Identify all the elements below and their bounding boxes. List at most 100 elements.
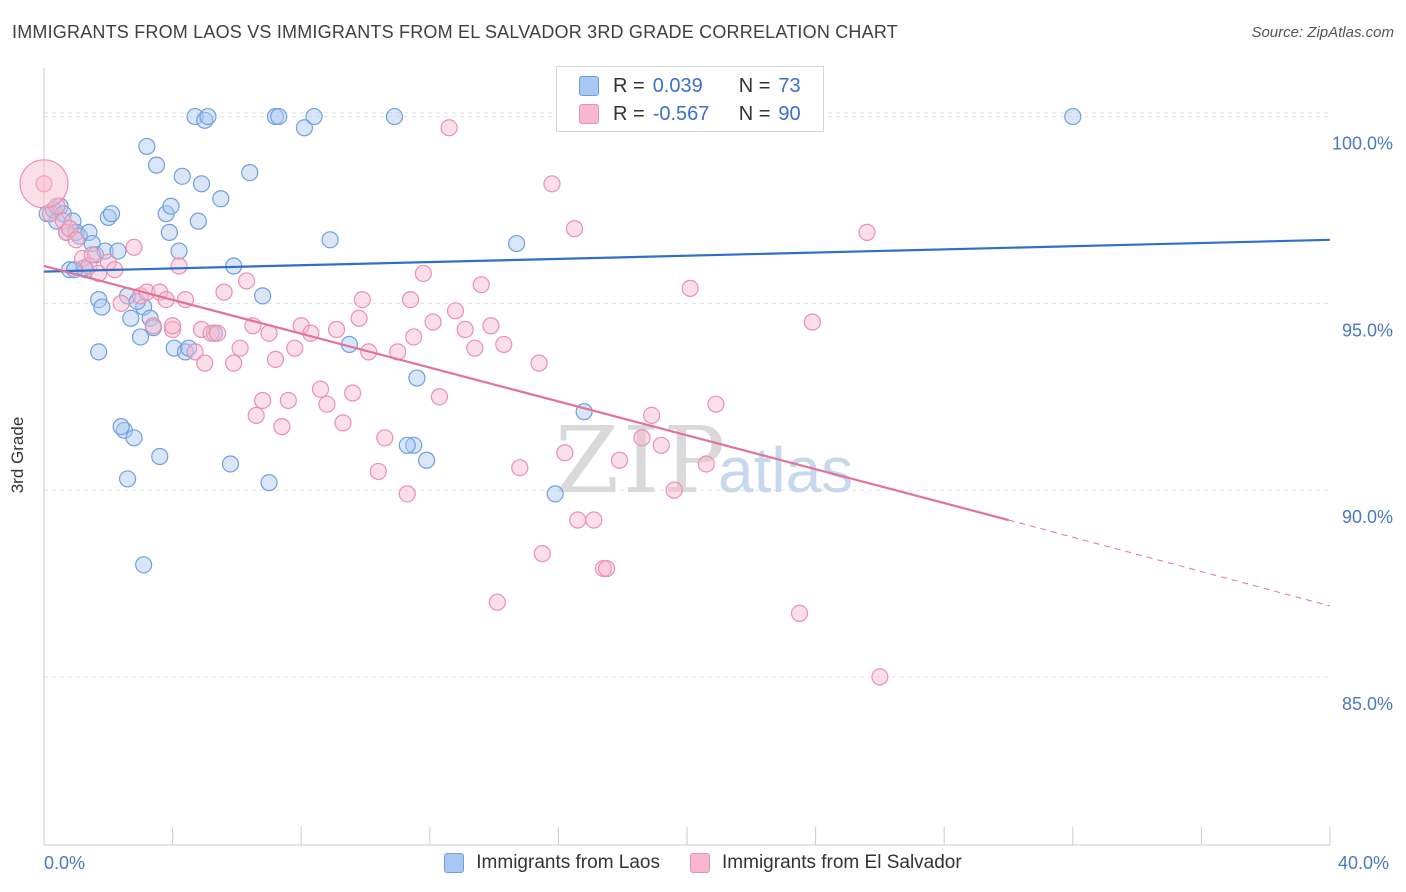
point-el-salvador bbox=[196, 354, 214, 372]
point-el-salvador bbox=[858, 223, 876, 241]
legend-swatch-laos bbox=[579, 76, 599, 96]
point-el-salvador bbox=[790, 604, 809, 622]
point-laos bbox=[125, 429, 143, 447]
point-el-salvador bbox=[707, 395, 725, 413]
point-el-salvador bbox=[456, 320, 474, 339]
point-el-salvador bbox=[202, 324, 220, 342]
point-el-salvador bbox=[83, 246, 101, 264]
legend-swatch-els-bottom bbox=[690, 853, 711, 873]
y-tick-label: 90.0% bbox=[1342, 507, 1393, 527]
point-laos bbox=[135, 556, 153, 574]
point-el-salvador bbox=[652, 436, 670, 454]
point-el-salvador bbox=[398, 485, 416, 503]
y-tick-labels: 85.0% 90.0% 95.0% 100.0% bbox=[1332, 134, 1393, 714]
point-el-salvador bbox=[35, 175, 53, 193]
point-laos bbox=[546, 485, 564, 503]
point-el-salvador bbox=[466, 339, 484, 357]
legend-item-laos: Immigrants from Laos bbox=[444, 852, 660, 874]
point-el-salvador bbox=[67, 231, 85, 249]
point-el-salvador bbox=[533, 545, 551, 563]
legend-r-value-els: -0.567 bbox=[652, 102, 710, 125]
point-el-salvador bbox=[48, 197, 66, 215]
point-laos bbox=[189, 212, 207, 230]
legend-label-els: Immigrants from El Salvador bbox=[722, 852, 962, 873]
stats-legend: R = 0.039 N = 73 R = -0.567 N = 90 bbox=[556, 66, 824, 132]
point-laos bbox=[1064, 107, 1082, 126]
point-el-salvador bbox=[144, 317, 162, 335]
legend-row-els: R = -0.567 N = 90 bbox=[579, 101, 801, 127]
point-el-salvador bbox=[327, 320, 346, 339]
point-laos bbox=[408, 369, 426, 387]
legend-swatch-laos-bottom bbox=[444, 853, 465, 873]
point-el-salvador bbox=[401, 291, 420, 309]
point-laos bbox=[186, 107, 204, 126]
point-el-salvador bbox=[192, 320, 211, 339]
watermark-atlas: atlas bbox=[718, 434, 853, 506]
point-laos bbox=[102, 205, 121, 223]
watermark: ZIP atlas bbox=[555, 407, 853, 514]
trend-lines bbox=[43, 238, 1331, 607]
legend-r-label-laos: R = bbox=[613, 74, 645, 97]
legend-r-value-laos: 0.039 bbox=[652, 74, 703, 97]
point-el-salvador bbox=[569, 511, 587, 529]
point-el-salvador bbox=[472, 276, 490, 294]
point-el-salvador bbox=[511, 459, 529, 477]
point-laos bbox=[405, 436, 423, 454]
point-el-salvador bbox=[350, 309, 368, 327]
y-tick-label: 95.0% bbox=[1342, 320, 1393, 340]
legend-n-value-laos: 73 bbox=[778, 74, 801, 97]
point-el-salvador bbox=[318, 395, 336, 413]
point-el-salvador bbox=[273, 418, 291, 436]
point-laos bbox=[131, 328, 150, 346]
point-laos bbox=[80, 223, 98, 241]
trend-line-el-salvador bbox=[43, 264, 1009, 522]
x-tick-label-max: 40.0% bbox=[1338, 853, 1390, 873]
point-el-salvador bbox=[556, 444, 574, 462]
point-el-salvador bbox=[237, 272, 256, 290]
point-laos bbox=[170, 242, 188, 260]
point-el-salvador bbox=[170, 257, 188, 275]
point-laos bbox=[122, 309, 140, 327]
point-el-salvador bbox=[643, 406, 661, 425]
y-tick-label: 85.0% bbox=[1342, 694, 1393, 714]
point-el-salvador bbox=[247, 406, 265, 425]
point-el-salvador bbox=[231, 339, 249, 357]
point-el-salvador bbox=[446, 302, 465, 320]
point-laos bbox=[270, 107, 288, 126]
legend-item-els: Immigrants from El Salvador bbox=[690, 852, 962, 874]
point-laos bbox=[160, 223, 178, 241]
legend-n-label-laos: N = bbox=[738, 74, 771, 97]
point-laos bbox=[199, 107, 217, 126]
point-el-salvador bbox=[125, 238, 143, 256]
point-laos bbox=[192, 175, 211, 193]
series-el-salvador bbox=[19, 119, 889, 686]
trend-line-el-salvador-extension bbox=[1008, 519, 1331, 607]
point-laos bbox=[295, 119, 314, 137]
legend-n-label-els: N = bbox=[738, 102, 771, 125]
point-el-salvador bbox=[186, 343, 204, 361]
point-laos bbox=[305, 107, 323, 126]
point-el-salvador bbox=[209, 324, 227, 342]
gridlines bbox=[44, 112, 1330, 678]
point-laos bbox=[398, 436, 416, 454]
point-el-salvador bbox=[414, 264, 432, 283]
point-laos bbox=[173, 167, 191, 185]
legend-row-laos: R = 0.039 N = 73 bbox=[579, 73, 801, 99]
point-laos bbox=[212, 190, 230, 208]
legend-n-value-els: 90 bbox=[778, 102, 801, 125]
point-el-salvador bbox=[495, 335, 513, 354]
point-laos bbox=[508, 234, 526, 253]
point-el-salvador bbox=[424, 313, 442, 331]
point-laos bbox=[147, 156, 166, 174]
point-laos bbox=[112, 418, 130, 436]
point-el-salvador bbox=[369, 462, 387, 481]
point-el-salvador bbox=[334, 414, 352, 432]
point-laos bbox=[321, 231, 339, 249]
point-el-salvador-large bbox=[19, 159, 69, 209]
point-el-salvador bbox=[430, 388, 449, 406]
point-el-salvador bbox=[254, 391, 272, 410]
source-label: Source: ZipAtlas.com bbox=[1251, 24, 1394, 41]
y-tick-label: 100.0% bbox=[1332, 134, 1393, 154]
point-el-salvador bbox=[565, 220, 584, 238]
point-laos bbox=[417, 451, 436, 469]
